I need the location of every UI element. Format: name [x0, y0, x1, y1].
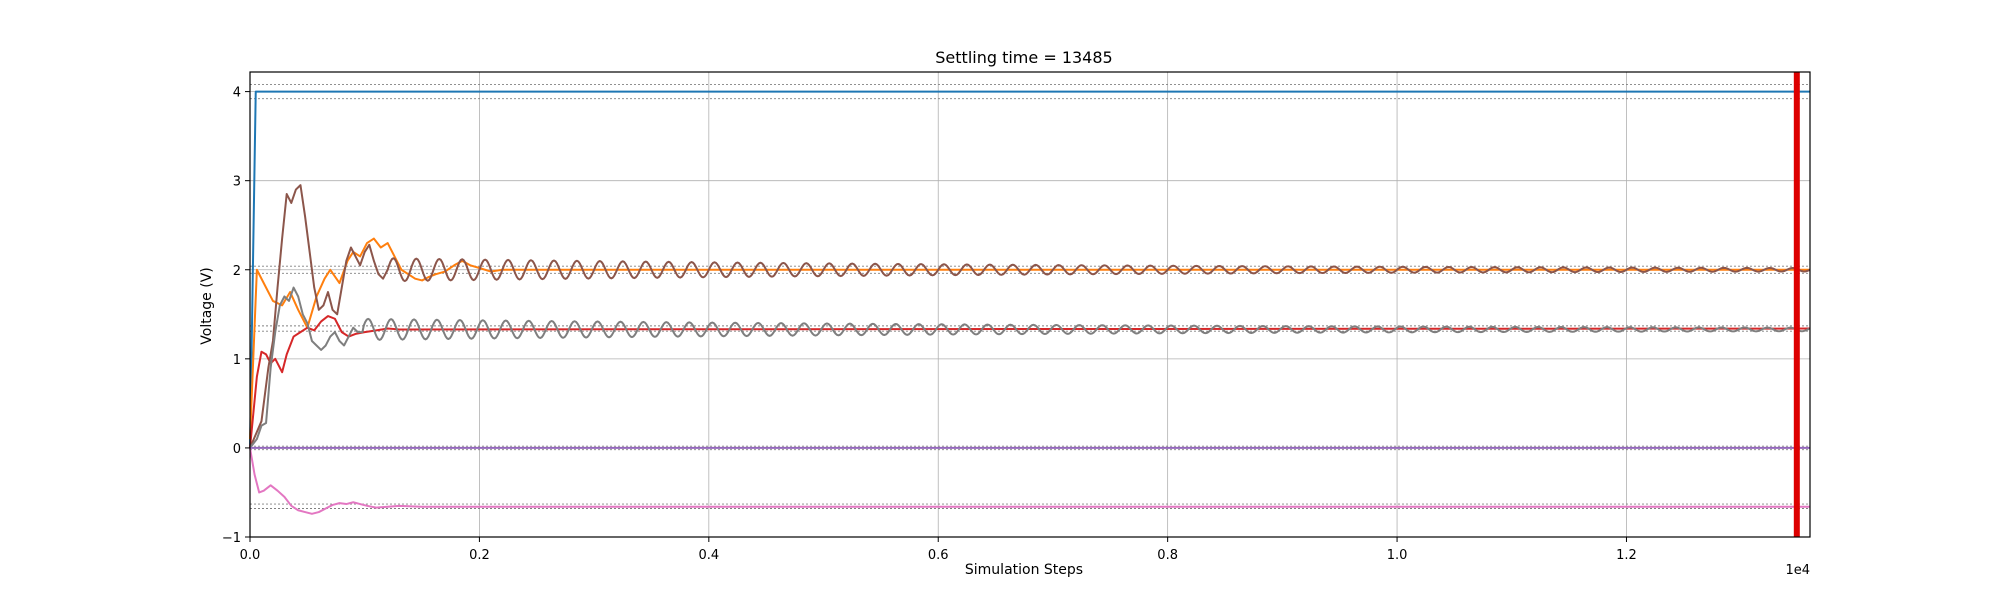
y-axis-label: Voltage (V) [199, 267, 215, 344]
x-axis-offset-label: 1e4 [1785, 563, 1810, 578]
y-tick-label: 0 [233, 442, 241, 457]
x-tick-label: 0.6 [928, 548, 949, 563]
x-tick-label: 1.0 [1387, 548, 1408, 563]
x-tick-label: 0.2 [469, 548, 490, 563]
x-tick-label: 1.2 [1616, 548, 1637, 563]
y-tick-label: 1 [233, 353, 241, 368]
grid-layer [249, 72, 1810, 538]
y-tick-label: 3 [233, 175, 241, 190]
series-line-4 [249, 184, 1811, 449]
chart-title: Settling time = 13485 [935, 48, 1112, 67]
y-tick-label: 4 [233, 86, 241, 101]
y-tick-label: 2 [233, 264, 241, 279]
tolerance-bands [250, 84, 1810, 509]
tick-layer: 0.0 0.2 0.4 0.6 0.8 1.0 1.2 −1 0 1 2 3 4 [222, 86, 1637, 563]
plot-frame [249, 71, 1811, 538]
x-tick-label: 0.0 [240, 548, 261, 563]
x-tick-label: 0.8 [1157, 548, 1178, 563]
x-axis-label: Simulation Steps [965, 562, 1083, 578]
series-line-5 [249, 286, 1810, 449]
y-tick-label: −1 [222, 531, 241, 546]
series-line-2 [249, 315, 1811, 449]
x-tick-label: 0.4 [698, 548, 719, 563]
series-layer [249, 90, 1811, 515]
series-line-3 [249, 447, 1810, 515]
axes-frame [249, 71, 1811, 538]
series-line-0 [249, 90, 1810, 448]
